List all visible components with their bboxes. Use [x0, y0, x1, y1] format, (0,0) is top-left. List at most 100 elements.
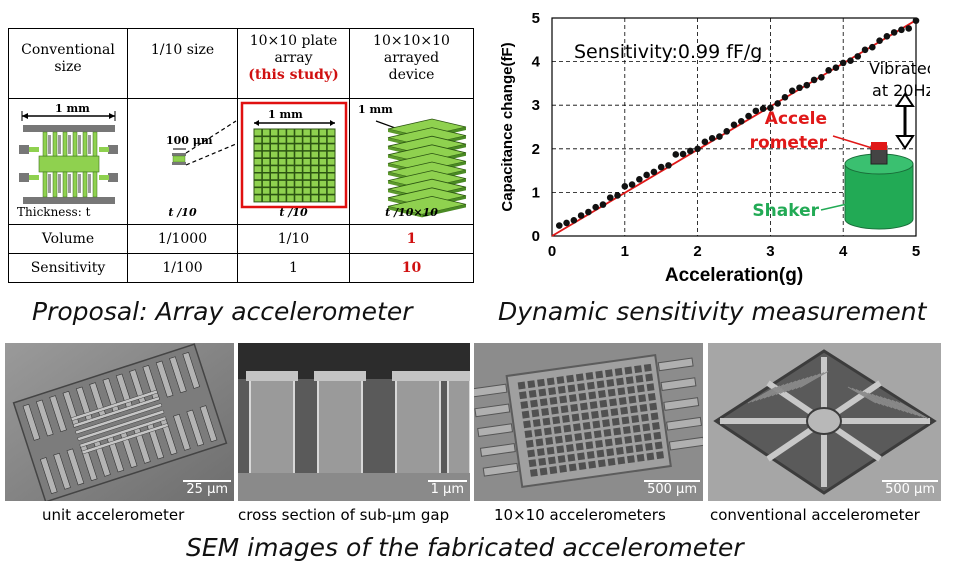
- array-cell: [566, 444, 574, 452]
- header-text: 10×10×10 arrayed device: [373, 33, 450, 83]
- array-cell: [539, 467, 548, 476]
- array-cell: [570, 403, 579, 412]
- proof-mass-slot: [79, 416, 167, 448]
- array-cell: [593, 430, 602, 439]
- data-point: [679, 150, 687, 158]
- sensitivity-plate-array: 1: [237, 253, 350, 283]
- volume-row-label: Volume: [8, 224, 128, 254]
- y-axis-label: Capacitance change(fF): [499, 42, 516, 211]
- shaker-pointer: [820, 203, 848, 211]
- data-points: [555, 17, 920, 229]
- comb-line: [763, 381, 793, 399]
- comb-line: [859, 390, 889, 408]
- shaker-label: Shaker: [752, 201, 819, 221]
- array-cell: [521, 410, 530, 419]
- array-cell: [574, 432, 583, 441]
- sem-cross-section: 1 μm: [238, 343, 470, 501]
- electrode-pad: [474, 383, 508, 398]
- comb-line: [783, 375, 813, 393]
- y-tick-label: 3: [532, 97, 540, 114]
- array-cell: [627, 385, 636, 394]
- comb-finger: [22, 403, 41, 441]
- arrow-up-head: [895, 92, 915, 107]
- header-text: 1/10 size: [150, 42, 215, 58]
- array-cell: [519, 391, 527, 400]
- array-cell: [640, 413, 649, 422]
- array-cell: [568, 463, 577, 472]
- comb-finger: [173, 413, 191, 451]
- data-point: [898, 26, 905, 34]
- comb-finger: [35, 399, 54, 437]
- proof-mass-slot: [75, 403, 163, 435]
- data-point: [745, 112, 752, 120]
- comb-line: [795, 372, 825, 390]
- data-point: [672, 151, 680, 158]
- comb-line: [747, 386, 777, 404]
- array-cell: [603, 428, 612, 437]
- arrayed-device-illustration: 1 mm t /10×10: [349, 98, 474, 225]
- array-cell: [628, 395, 637, 404]
- data-point: [621, 182, 629, 190]
- array-cell: [643, 433, 652, 442]
- sem-cross-section-image: [238, 343, 470, 501]
- array-cell: [624, 435, 633, 444]
- this-study-label: (this study): [248, 67, 339, 83]
- array-cell: [617, 456, 626, 465]
- array-cell: [556, 376, 565, 385]
- vibration-label: Vibrated: [869, 59, 930, 78]
- data-point: [810, 76, 818, 84]
- scale-bar-1um: 1 μm: [427, 480, 467, 498]
- array-cell: [536, 448, 545, 457]
- array-cell: [622, 426, 631, 435]
- comb-line: [863, 391, 893, 409]
- caption-proposal: Proposal: Array accelerometer: [32, 297, 413, 326]
- data-point: [832, 64, 840, 72]
- comb-line: [759, 382, 789, 400]
- scale-bar-500um-a: 500 μm: [644, 480, 700, 498]
- plate-array-illustration: 1 mm t /10: [237, 98, 350, 225]
- array-cell: [591, 410, 599, 419]
- proof-mass-slot: [70, 389, 158, 421]
- data-point: [577, 212, 585, 219]
- data-point: [774, 100, 781, 107]
- thickness-caption: Thickness: t: [17, 205, 91, 219]
- stack-dim-label: 1 mm: [358, 103, 393, 116]
- electrode-pad: [663, 397, 700, 411]
- array-cell: [605, 369, 613, 378]
- comb-line: [779, 376, 809, 394]
- table-header-row: Conventional size 1/10 size 10×10 plate …: [8, 28, 474, 99]
- array-cell: [614, 367, 623, 376]
- array-cell: [614, 437, 623, 446]
- comb-line: [875, 394, 905, 412]
- data-point: [737, 118, 745, 125]
- array-cell: [578, 392, 587, 401]
- pillar-cap: [444, 371, 470, 381]
- array-cell: [577, 383, 586, 391]
- electrode-pad: [474, 403, 511, 418]
- array-cell: [586, 451, 595, 459]
- data-point: [599, 201, 607, 208]
- array-cell: [528, 389, 537, 398]
- tick-labels: 0 1 2 3 4 5 0 1 2 3 4 5: [532, 10, 921, 260]
- electrode-pad: [660, 377, 697, 392]
- array-cell: [548, 387, 557, 396]
- data-point: [883, 33, 891, 40]
- accelerometer-label: rometer: [750, 133, 828, 153]
- comb-line: [847, 386, 877, 404]
- array-cell: [571, 413, 580, 422]
- array-cell: [589, 401, 598, 410]
- array-cell: [634, 365, 643, 374]
- comb-finger: [199, 405, 218, 443]
- array-cell: [550, 406, 559, 415]
- array-cell: [652, 422, 660, 430]
- comb-line: [879, 396, 909, 414]
- electrode-pad: [657, 357, 694, 372]
- array-cell: [647, 392, 656, 401]
- array-cell: [599, 399, 608, 408]
- array-cell: [531, 409, 540, 418]
- array-cell: [525, 439, 534, 448]
- data-point: [854, 53, 862, 60]
- array-cell: [549, 466, 558, 475]
- electrode-pad: [479, 443, 516, 457]
- comb-line: [867, 392, 897, 410]
